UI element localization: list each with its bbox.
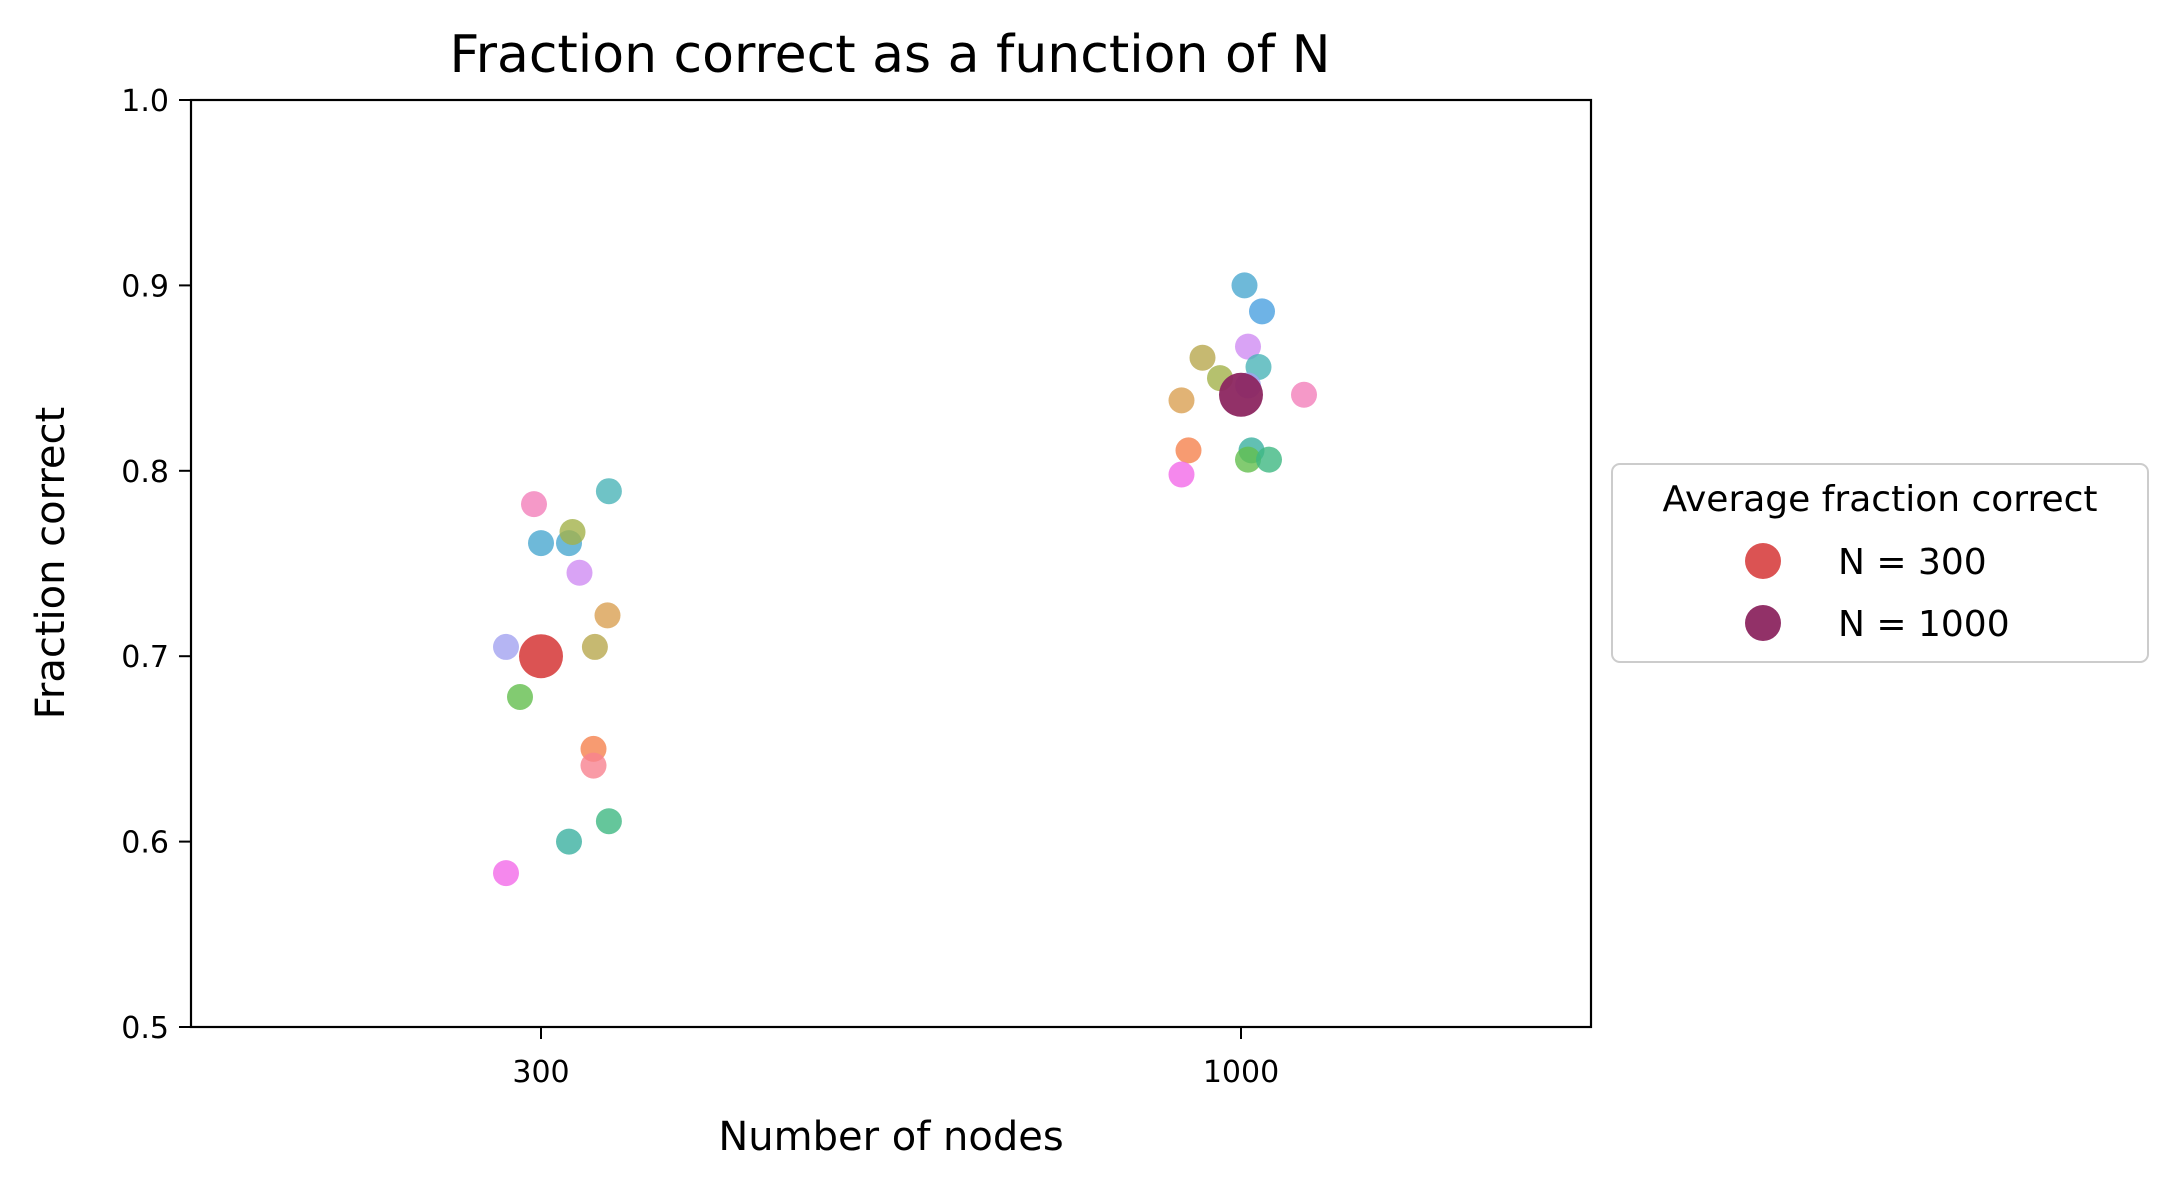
data-point	[493, 860, 519, 887]
x-tick-label: 1000	[1203, 1055, 1279, 1090]
y-axis: 0.5 0.6 0.7 0.8 0.9 1.0	[121, 84, 191, 1046]
average-markers	[519, 372, 1263, 679]
data-point	[1168, 461, 1195, 488]
plot-area	[189, 98, 1593, 1029]
data-point	[594, 602, 621, 629]
y-tick-label: 0.7	[121, 640, 169, 675]
y-axis-label: Fraction correct	[28, 407, 74, 719]
x-axis-label: Number of nodes	[718, 1114, 1063, 1160]
legend-title: Average fraction correct	[1662, 479, 2097, 520]
legend-box	[1611, 463, 2149, 663]
data-point	[1231, 272, 1258, 299]
data-point	[1168, 387, 1195, 414]
data-point	[1249, 298, 1275, 325]
data-point	[559, 518, 586, 545]
average-point	[1219, 372, 1263, 417]
data-point	[1256, 446, 1282, 473]
chart-title: Fraction correct as a function of N	[449, 25, 1330, 85]
legend-marker-n1000	[1745, 605, 1781, 641]
y-tick-label: 0.9	[121, 269, 169, 304]
data-point	[580, 752, 607, 779]
data-point	[507, 683, 533, 710]
legend-label-n1000: N = 1000	[1838, 604, 2010, 645]
data-point	[528, 530, 554, 557]
x-axis: 300 1000	[512, 1027, 1279, 1090]
y-tick-label: 0.8	[121, 455, 169, 490]
legend-marker-n300	[1745, 543, 1781, 579]
x-tick-label: 300	[512, 1055, 569, 1090]
y-tick-label: 0.6	[121, 826, 169, 861]
data-point	[1235, 333, 1261, 360]
data-point	[521, 491, 547, 518]
y-tick-label: 0.5	[121, 1011, 169, 1046]
data-point	[1175, 437, 1202, 464]
data-point	[595, 808, 622, 835]
y-tick-label: 1.0	[121, 84, 169, 119]
data-point	[1291, 381, 1317, 408]
legend: Average fraction correct N = 300 N = 100…	[1611, 463, 2149, 663]
data-point	[566, 559, 593, 586]
data-point	[493, 633, 519, 660]
data-point	[581, 633, 608, 660]
average-point	[519, 634, 563, 679]
legend-label-n300: N = 300	[1838, 542, 1987, 583]
data-point	[1189, 344, 1216, 371]
data-point	[556, 828, 582, 855]
data-points	[493, 272, 1317, 887]
data-point	[1235, 446, 1261, 473]
data-point	[595, 478, 622, 505]
